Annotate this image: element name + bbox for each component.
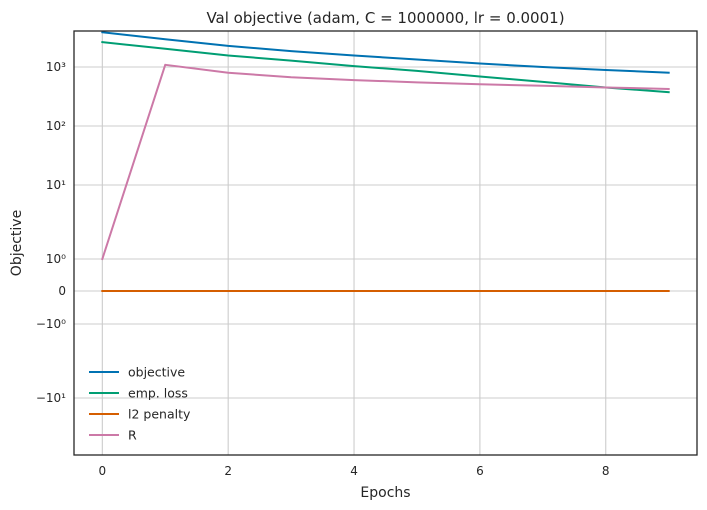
x-tick-label: 0	[98, 464, 106, 478]
y-axis-title: Objective	[9, 210, 25, 276]
series-line-emp-loss	[101, 41, 670, 94]
plot-frame	[73, 30, 698, 456]
series-lines	[101, 31, 670, 292]
y-tick-label: 10⁰	[46, 252, 66, 266]
series-line-r	[101, 63, 670, 261]
legend: objective emp. loss l2 penalty R	[89, 365, 191, 443]
x-tick-label: 6	[476, 464, 484, 478]
x-axis-title: Epochs	[360, 485, 410, 501]
chart-title: Val objective (adam, C = 1000000, lr = 0…	[206, 9, 564, 27]
x-tick-labels: 0 2 4 6 8	[98, 464, 609, 478]
y-tick-label: −10⁰	[36, 317, 66, 331]
legend-label: emp. loss	[128, 386, 188, 401]
y-tick-label: 0	[58, 284, 66, 298]
y-tick-labels: −10¹ −10⁰ 0 10⁰ 10¹ 10² 10³	[36, 60, 66, 405]
x-tick-label: 8	[602, 464, 610, 478]
series-line-objective	[101, 31, 670, 74]
y-tick-label: 10¹	[46, 178, 66, 192]
legend-label: objective	[128, 365, 185, 380]
legend-label: R	[128, 428, 137, 443]
y-tick-label: 10³	[46, 60, 66, 74]
x-tick-label: 4	[350, 464, 358, 478]
y-tick-label: −10¹	[36, 391, 66, 405]
legend-label: l2 penalty	[128, 407, 191, 422]
y-tick-label: 10²	[46, 119, 66, 133]
plot-area	[74, 31, 697, 455]
x-tick-label: 2	[224, 464, 232, 478]
